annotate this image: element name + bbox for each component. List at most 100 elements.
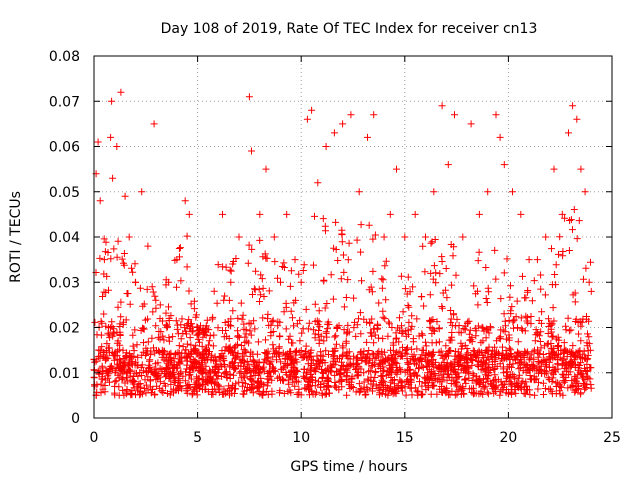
- data-point: [269, 316, 277, 324]
- data-point: [398, 330, 406, 337]
- data-point: [468, 389, 476, 396]
- data-point: [107, 255, 115, 263]
- data-point: [488, 381, 496, 389]
- data-point: [475, 377, 483, 385]
- data-point: [240, 390, 248, 398]
- data-point: [446, 347, 454, 354]
- data-point: [268, 376, 276, 384]
- data-point: [358, 357, 366, 364]
- data-point: [306, 364, 314, 372]
- data-point: [117, 88, 125, 96]
- data-point: [556, 233, 564, 241]
- data-point: [580, 275, 587, 283]
- data-point: [143, 285, 151, 293]
- data-point: [505, 373, 513, 381]
- data-point: [435, 324, 443, 332]
- data-point: [131, 260, 139, 268]
- data-point: [452, 378, 460, 386]
- data-point: [121, 192, 129, 200]
- data-point: [525, 386, 533, 394]
- data-point: [187, 341, 195, 349]
- data-point: [183, 232, 191, 240]
- data-point: [524, 319, 532, 327]
- data-point: [329, 295, 337, 303]
- data-point: [391, 380, 398, 388]
- data-point: [483, 299, 491, 306]
- data-point: [308, 106, 316, 114]
- data-point: [245, 241, 253, 249]
- data-point: [227, 278, 235, 286]
- data-point: [125, 366, 133, 374]
- data-point: [480, 384, 488, 392]
- data-point: [305, 385, 313, 393]
- data-point: [500, 310, 508, 318]
- data-point: [472, 332, 480, 340]
- data-point: [508, 363, 515, 371]
- data-point: [555, 351, 562, 358]
- data-point: [418, 346, 426, 354]
- data-point: [407, 384, 415, 392]
- data-point: [427, 239, 435, 247]
- data-point: [209, 342, 217, 350]
- data-point: [248, 376, 256, 384]
- data-point: [514, 359, 522, 367]
- data-point: [379, 386, 387, 393]
- data-point: [176, 244, 184, 252]
- data-point: [150, 120, 158, 128]
- data-point: [276, 333, 284, 341]
- data-point: [573, 235, 581, 243]
- data-point: [382, 257, 390, 265]
- data-point: [307, 352, 315, 360]
- data-point: [340, 268, 348, 276]
- data-point: [567, 216, 575, 224]
- data-point: [460, 390, 468, 398]
- data-point: [366, 367, 374, 375]
- data-point: [151, 370, 159, 378]
- data-point: [503, 386, 510, 393]
- data-point: [468, 334, 476, 342]
- data-point: [555, 336, 563, 344]
- data-point: [232, 385, 239, 393]
- data-point: [181, 377, 189, 385]
- data-point: [559, 252, 567, 260]
- data-point: [103, 340, 111, 348]
- data-point: [511, 386, 519, 393]
- data-point: [165, 314, 173, 322]
- data-point: [562, 326, 570, 334]
- data-point: [110, 245, 118, 253]
- data-point: [105, 324, 112, 331]
- data-point: [558, 370, 566, 378]
- data-point: [206, 374, 214, 382]
- data-point: [136, 369, 144, 377]
- data-point: [448, 387, 456, 395]
- data-point: [438, 303, 446, 310]
- data-point: [564, 314, 572, 322]
- data-point: [183, 263, 191, 271]
- data-point: [327, 363, 335, 371]
- data-point: [380, 233, 388, 241]
- data-point: [134, 372, 142, 380]
- data-point: [229, 260, 237, 268]
- data-point: [320, 337, 328, 345]
- data-point: [360, 315, 368, 323]
- data-point: [560, 339, 568, 347]
- data-point: [345, 239, 353, 247]
- data-point: [541, 342, 549, 350]
- data-point: [118, 255, 126, 263]
- y-tick-label: 0.06: [49, 140, 80, 156]
- data-point: [165, 337, 173, 345]
- data-point: [270, 233, 278, 241]
- data-point: [418, 382, 426, 390]
- data-points: [90, 88, 595, 399]
- data-point: [144, 242, 152, 250]
- data-point: [244, 366, 251, 374]
- chart-title: Day 108 of 2019, Rate Of TEC Index for r…: [161, 21, 538, 37]
- data-point: [98, 375, 106, 383]
- data-point: [273, 356, 280, 364]
- data-point: [571, 298, 579, 306]
- data-point: [453, 315, 461, 323]
- data-point: [99, 385, 107, 393]
- data-point: [507, 282, 514, 290]
- data-point: [498, 350, 506, 358]
- data-point: [556, 354, 564, 362]
